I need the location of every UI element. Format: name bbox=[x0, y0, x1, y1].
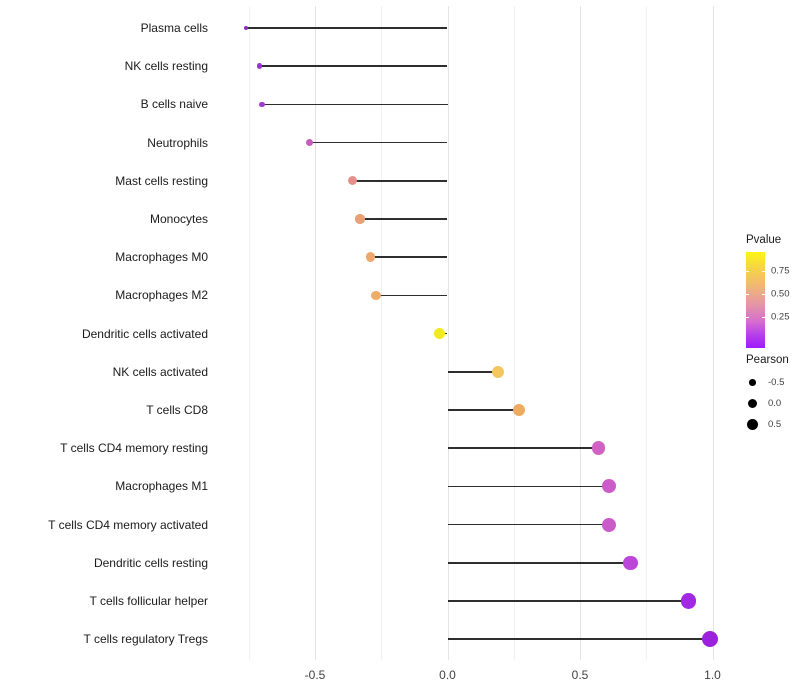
y-axis-label: T cells CD4 memory activated bbox=[48, 517, 208, 532]
y-axis-label: Dendritic cells activated bbox=[81, 326, 208, 341]
pearson-legend-item: 0.0 bbox=[746, 393, 789, 414]
pearson-legend-dot bbox=[747, 419, 758, 430]
lollipop-dot bbox=[305, 138, 314, 147]
pvalue-gradient-bar bbox=[746, 252, 765, 348]
lollipop-stem bbox=[447, 409, 520, 411]
lollipop-stem bbox=[447, 371, 498, 373]
pvalue-tick-mark bbox=[762, 270, 765, 272]
lollipop-dot bbox=[256, 63, 263, 69]
pearson-legend-item: 0.5 bbox=[746, 414, 789, 435]
pvalue-legend-title: Pvalue bbox=[746, 234, 782, 246]
lollipop-stem bbox=[375, 294, 448, 297]
pvalue-legend: Pvalue 0.75 0.50 0.25 bbox=[746, 234, 790, 348]
lollipop-dot bbox=[365, 252, 376, 262]
pvalue-tick-mark bbox=[746, 293, 749, 295]
grid-major-line bbox=[447, 6, 449, 660]
lollipop-dot bbox=[602, 479, 617, 494]
y-axis-label: T cells CD4 memory resting bbox=[60, 441, 208, 456]
lollipop-stem bbox=[262, 103, 448, 106]
y-axis-label: T cells regulatory Tregs bbox=[83, 632, 209, 647]
lollipop-stem bbox=[246, 27, 448, 29]
lollipop-dot bbox=[347, 176, 357, 186]
pvalue-tick-mark bbox=[762, 293, 765, 295]
pvalue-tick-label: 0.50 bbox=[771, 288, 790, 300]
pearson-legend-items: -0.5 0.0 0.5 bbox=[746, 372, 789, 435]
pearson-legend-dot bbox=[749, 379, 756, 386]
pearson-legend-key bbox=[746, 397, 759, 410]
y-axis-label: Neutrophils bbox=[147, 135, 208, 150]
pvalue-tick-mark bbox=[746, 316, 749, 318]
lollipop-dot bbox=[701, 630, 719, 648]
lollipop-dot bbox=[512, 403, 526, 417]
pvalue-tick-mark bbox=[746, 270, 749, 272]
x-axis-tick-label: -0.5 bbox=[304, 668, 326, 682]
grid-minor-line bbox=[381, 6, 383, 660]
y-axis-label: T cells CD8 bbox=[146, 403, 208, 417]
y-axis-label: Monocytes bbox=[149, 212, 208, 226]
grid-minor-line bbox=[248, 6, 250, 660]
y-axis-label: NK cells activated bbox=[112, 364, 208, 379]
grid-minor-line bbox=[513, 6, 515, 660]
lollipop-dot bbox=[355, 214, 365, 224]
x-axis-tick-label: 0.0 bbox=[439, 668, 456, 682]
pvalue-gradient-wrap: 0.75 0.50 0.25 bbox=[746, 252, 790, 348]
lollipop-stem bbox=[447, 447, 599, 449]
pvalue-tick-label: 0.75 bbox=[771, 265, 790, 277]
y-axis-label: T cells follicular helper bbox=[89, 594, 209, 608]
lollipop-dot bbox=[680, 593, 697, 609]
lollipop-stem bbox=[447, 562, 631, 564]
lollipop-dot bbox=[623, 555, 638, 571]
lollipop-dot bbox=[433, 327, 446, 340]
lollipop-dot bbox=[591, 441, 606, 456]
y-axis-label: Macrophages M1 bbox=[115, 479, 208, 494]
lollipop-dot bbox=[259, 101, 265, 108]
lollipop-stem bbox=[447, 638, 710, 640]
y-axis-label: Dendritic cells resting bbox=[93, 555, 208, 570]
pearson-legend-key bbox=[746, 376, 759, 389]
pearson-legend-label: 0.5 bbox=[768, 419, 782, 430]
pearson-legend-title: Pearson bbox=[746, 354, 789, 366]
y-axis-label: Plasma cells bbox=[140, 21, 208, 35]
grid-major-line bbox=[315, 6, 316, 660]
pearson-legend-label: 0.0 bbox=[768, 398, 782, 409]
pearson-legend-dot bbox=[748, 399, 757, 408]
pvalue-tick-mark bbox=[762, 316, 765, 318]
pearson-legend-item: -0.5 bbox=[746, 372, 789, 393]
lollipop-stem bbox=[360, 218, 448, 220]
lollipop-stem bbox=[447, 485, 610, 488]
y-axis-label: B cells naive bbox=[140, 97, 208, 112]
y-axis-label: Macrophages M2 bbox=[115, 288, 208, 303]
grid-minor-line bbox=[646, 6, 648, 660]
lollipop-dot bbox=[602, 517, 617, 532]
lollipop-dot bbox=[244, 26, 249, 30]
lollipop-stem bbox=[259, 65, 448, 67]
pearson-legend-key bbox=[746, 418, 759, 431]
pearson-legend: Pearson -0.5 0.0 0.5 bbox=[746, 354, 789, 435]
lollipop-stem bbox=[370, 256, 448, 258]
lollipop-dot bbox=[371, 290, 381, 301]
pearson-legend-label: -0.5 bbox=[768, 377, 785, 388]
lollipop-stem bbox=[309, 141, 448, 144]
x-axis-tick-label: 1.0 bbox=[704, 668, 721, 682]
lollipop-stem bbox=[447, 600, 689, 602]
y-axis-label: Macrophages M0 bbox=[115, 250, 208, 265]
x-axis-tick-label: 0.5 bbox=[571, 668, 589, 682]
lollipop-stem bbox=[447, 523, 610, 526]
grid-major-line bbox=[712, 6, 714, 660]
pvalue-tick-label: 0.25 bbox=[771, 311, 790, 323]
grid-major-line bbox=[580, 6, 581, 660]
lollipop-dot bbox=[491, 365, 504, 378]
y-axis-label: Mast cells resting bbox=[115, 173, 208, 188]
y-axis-label: NK cells resting bbox=[124, 59, 208, 74]
lollipop-stem bbox=[352, 180, 448, 182]
